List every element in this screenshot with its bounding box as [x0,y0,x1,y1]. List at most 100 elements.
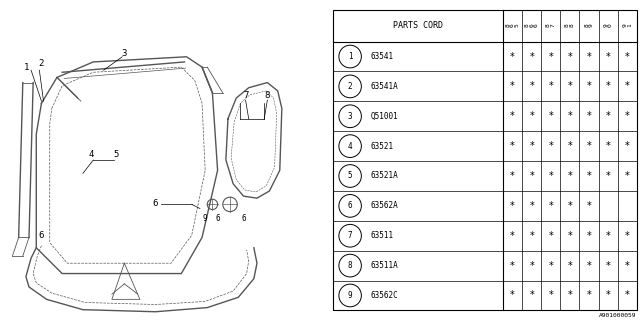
Text: 8
8: 8 8 [565,24,575,28]
Text: *: * [568,52,572,61]
Text: 6: 6 [215,214,220,223]
Text: 8
9: 8 9 [584,24,594,28]
Text: *: * [606,111,611,121]
Text: *: * [568,111,572,121]
Text: 6: 6 [152,199,157,208]
Text: 5: 5 [348,172,353,180]
Text: *: * [587,111,591,121]
Text: *: * [568,260,572,271]
Text: *: * [529,291,534,300]
Text: *: * [529,52,534,61]
Text: *: * [510,231,515,241]
Text: 6: 6 [39,231,44,240]
Text: 3: 3 [122,49,127,58]
Text: *: * [606,52,611,61]
Text: 63562A: 63562A [371,201,399,210]
Text: 9
1: 9 1 [623,24,632,28]
Text: 63541A: 63541A [371,82,399,91]
Text: *: * [529,81,534,92]
Text: 7: 7 [243,92,248,100]
Text: 63521A: 63521A [371,172,399,180]
Text: *: * [548,201,553,211]
Text: *: * [548,141,553,151]
Text: 8: 8 [265,92,270,100]
Text: *: * [548,231,553,241]
Text: *: * [625,291,630,300]
Text: *: * [587,260,591,271]
Text: *: * [606,81,611,92]
Text: 63521: 63521 [371,142,394,151]
Text: *: * [568,231,572,241]
Text: *: * [510,291,515,300]
Text: 63541: 63541 [371,52,394,61]
Text: 8: 8 [348,261,353,270]
Text: *: * [510,201,515,211]
Text: *: * [510,141,515,151]
Text: *: * [606,141,611,151]
Text: *: * [529,141,534,151]
Text: *: * [568,201,572,211]
Text: 1: 1 [24,63,29,72]
Text: *: * [606,231,611,241]
Text: *: * [587,141,591,151]
Text: *: * [529,201,534,211]
Text: *: * [606,171,611,181]
Text: 9: 9 [348,291,353,300]
Text: 8
7: 8 7 [546,24,556,28]
Text: 63511: 63511 [371,231,394,240]
Text: 6: 6 [348,201,353,210]
Text: *: * [568,81,572,92]
Text: *: * [510,52,515,61]
Text: *: * [510,111,515,121]
Text: *: * [529,111,534,121]
Text: *: * [548,52,553,61]
Text: 63511A: 63511A [371,261,399,270]
Text: 63562C: 63562C [371,291,399,300]
Text: *: * [587,291,591,300]
Text: *: * [625,260,630,271]
Text: *: * [548,111,553,121]
Text: 9
0: 9 0 [604,24,613,28]
Text: *: * [587,171,591,181]
Text: *: * [587,201,591,211]
Text: 2: 2 [39,60,44,68]
Text: *: * [587,81,591,92]
Text: *: * [568,141,572,151]
Text: *: * [625,141,630,151]
Text: *: * [568,291,572,300]
Text: 3: 3 [348,112,353,121]
Text: *: * [548,81,553,92]
Text: A901000059: A901000059 [599,313,637,318]
Text: 9: 9 [203,214,207,223]
Text: *: * [606,260,611,271]
Text: *: * [529,260,534,271]
Text: 1: 1 [348,52,353,61]
Text: 4: 4 [88,150,94,159]
Text: *: * [625,52,630,61]
Text: 7: 7 [348,231,353,240]
Text: *: * [548,260,553,271]
Text: Q51001: Q51001 [371,112,399,121]
Text: *: * [625,171,630,181]
Text: *: * [548,291,553,300]
Text: *: * [587,52,591,61]
Text: 8
6
6: 8 6 6 [525,24,539,28]
Text: *: * [529,171,534,181]
Text: *: * [625,81,630,92]
Text: 4: 4 [348,142,353,151]
Text: *: * [510,260,515,271]
Text: 5: 5 [113,150,119,159]
Text: 2: 2 [348,82,353,91]
Text: *: * [510,171,515,181]
Text: *: * [510,81,515,92]
Text: *: * [625,111,630,121]
Text: *: * [606,291,611,300]
Text: *: * [529,231,534,241]
Text: *: * [568,171,572,181]
Text: *: * [625,231,630,241]
Text: PARTS CORD: PARTS CORD [393,21,443,30]
Text: 6: 6 [241,214,246,223]
Text: *: * [587,231,591,241]
Text: *: * [548,171,553,181]
Text: 8
6
5: 8 6 5 [506,24,520,28]
